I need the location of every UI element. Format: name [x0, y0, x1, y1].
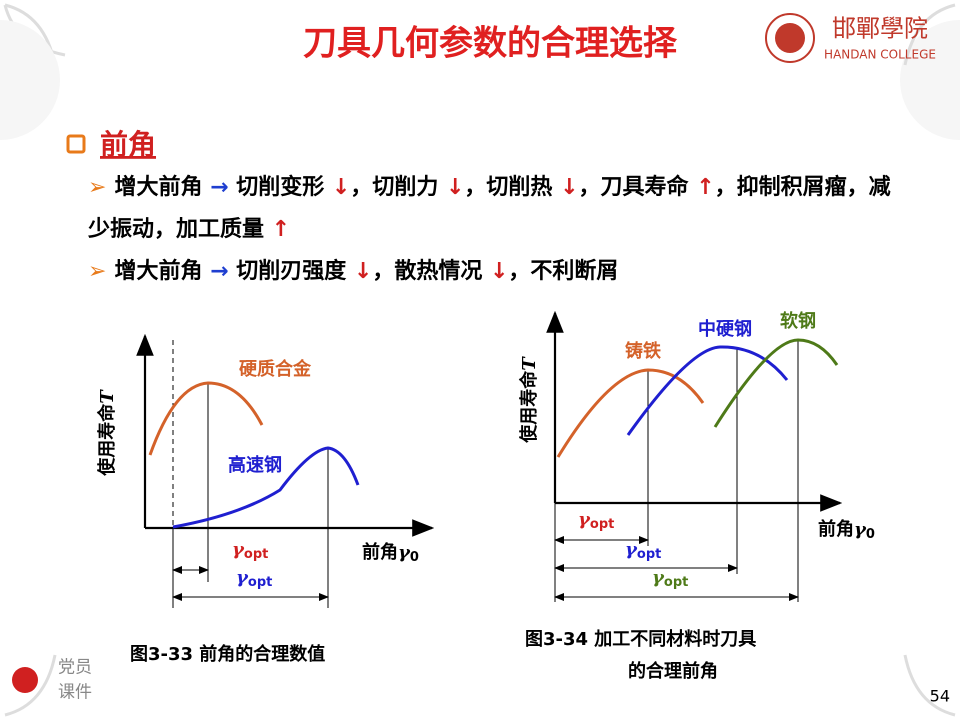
- bullet-run: ↓: [489, 259, 509, 284]
- heading-icon: [66, 134, 86, 154]
- bullet-run: ，切削力: [350, 175, 446, 200]
- badge-text: 课件: [58, 683, 92, 703]
- figure-2-labels: 使用寿命T 铸铁 中硬钢 软钢 γopt γopt γopt 前角γ0 图3-3…: [518, 310, 875, 682]
- slide-title: 刀具几何参数的合理选择: [303, 24, 678, 64]
- bullet-run: ，散热情况: [372, 259, 490, 284]
- bullet: ➢ 增大前角 → 切削变形 ↓，切削力 ↓，切削热 ↓，刀具寿命 ↑，抑制积屑瘤，…: [88, 175, 891, 242]
- figure-2: [546, 310, 843, 602]
- section-heading: 前角: [100, 128, 156, 161]
- bullet-run: ↑: [696, 175, 715, 200]
- curve-label: 高速钢: [228, 454, 282, 476]
- bullet-run: ，刀具寿命: [578, 175, 697, 200]
- y-axis-label: 使用寿命T: [518, 356, 540, 444]
- corner-decor: [0, 3, 960, 717]
- y-label-symbol: T: [97, 389, 118, 404]
- bullet-run: ，抑制积屑瘤，减少振动，加工质量: [88, 175, 891, 242]
- curve-label: 中硬钢: [698, 318, 752, 340]
- optimum-subscript: opt: [590, 517, 614, 532]
- y-label-text: 使用寿命: [518, 370, 540, 444]
- figure-caption: 的合理前角: [628, 660, 718, 682]
- optimum-label: γopt: [236, 567, 272, 590]
- x-label-symbol: γ: [854, 519, 867, 540]
- bullet-run: ，切削热: [464, 175, 561, 200]
- curve-label: 铸铁: [625, 340, 661, 362]
- bullet-run: 增大前角: [114, 259, 211, 284]
- bullet-run: ↓: [560, 175, 579, 200]
- figure-1: [136, 333, 435, 608]
- x-axis-label: 前角γ0: [818, 518, 875, 542]
- optimum-symbol: γ: [625, 539, 638, 560]
- bullet-run: ↓: [445, 175, 465, 200]
- figure-1-labels: 使用寿命T 硬质合金 高速钢 γopt γopt 前角γ0 图3-33 前角的合…: [96, 358, 419, 665]
- page-number: 54: [930, 687, 950, 706]
- logo: 邯鄲學院 HANDAN COLLEGE: [765, 13, 936, 63]
- y-label-symbol: T: [519, 356, 540, 371]
- y-axis-label: 使用寿命T: [96, 389, 118, 477]
- x-label-text: 前角: [362, 541, 398, 563]
- optimum-label: γopt: [232, 539, 268, 562]
- optimum-subscript: opt: [637, 547, 661, 562]
- bullet-run: ↓: [353, 259, 373, 284]
- optimum-subscript: opt: [244, 547, 268, 562]
- optimum-label: γopt: [578, 509, 614, 532]
- optimum-subscript: opt: [664, 575, 688, 590]
- optimum-symbol: γ: [652, 567, 665, 588]
- figure-caption: 图3-34 加工不同材料时刀具: [525, 628, 756, 650]
- bullet-run: ↓: [331, 175, 351, 200]
- optimum-label: γopt: [652, 567, 688, 590]
- optimum-label: γopt: [625, 539, 661, 562]
- bullet-run: ，不利断屑: [508, 259, 619, 284]
- x-label-symbol: γ: [398, 542, 411, 563]
- x-label-subscript: 0: [866, 527, 875, 542]
- bullet: ➢ 增大前角 → 切削刃强度 ↓，散热情况 ↓，不利断屑: [88, 259, 619, 284]
- bullet-run: 切削变形: [228, 175, 332, 200]
- logo-subtitle: HANDAN COLLEGE: [824, 48, 936, 62]
- bullet-run: 增大前角: [114, 175, 211, 200]
- optimum-subscript: opt: [248, 575, 272, 590]
- logo-name: 邯鄲學院: [832, 15, 928, 43]
- bullet-run: 切削刃强度: [228, 259, 354, 284]
- bullet-run: ↑: [271, 217, 291, 242]
- bullet-run: →: [210, 259, 229, 284]
- x-label-subscript: 0: [410, 550, 419, 565]
- y-label-text: 使用寿命: [96, 403, 118, 477]
- figure-caption: 图3-33 前角的合理数值: [130, 643, 325, 665]
- curve-label: 硬质合金: [239, 358, 312, 380]
- x-axis-label: 前角γ0: [362, 541, 419, 565]
- badge-text: 党员: [58, 658, 92, 678]
- bullet-run: →: [210, 175, 229, 200]
- optimum-symbol: γ: [232, 539, 245, 560]
- optimum-symbol: γ: [236, 567, 249, 588]
- curve-label: 软钢: [780, 310, 816, 332]
- optimum-symbol: γ: [578, 509, 591, 530]
- x-label-text: 前角: [818, 518, 854, 540]
- footer-badge: 党员 课件: [12, 658, 92, 703]
